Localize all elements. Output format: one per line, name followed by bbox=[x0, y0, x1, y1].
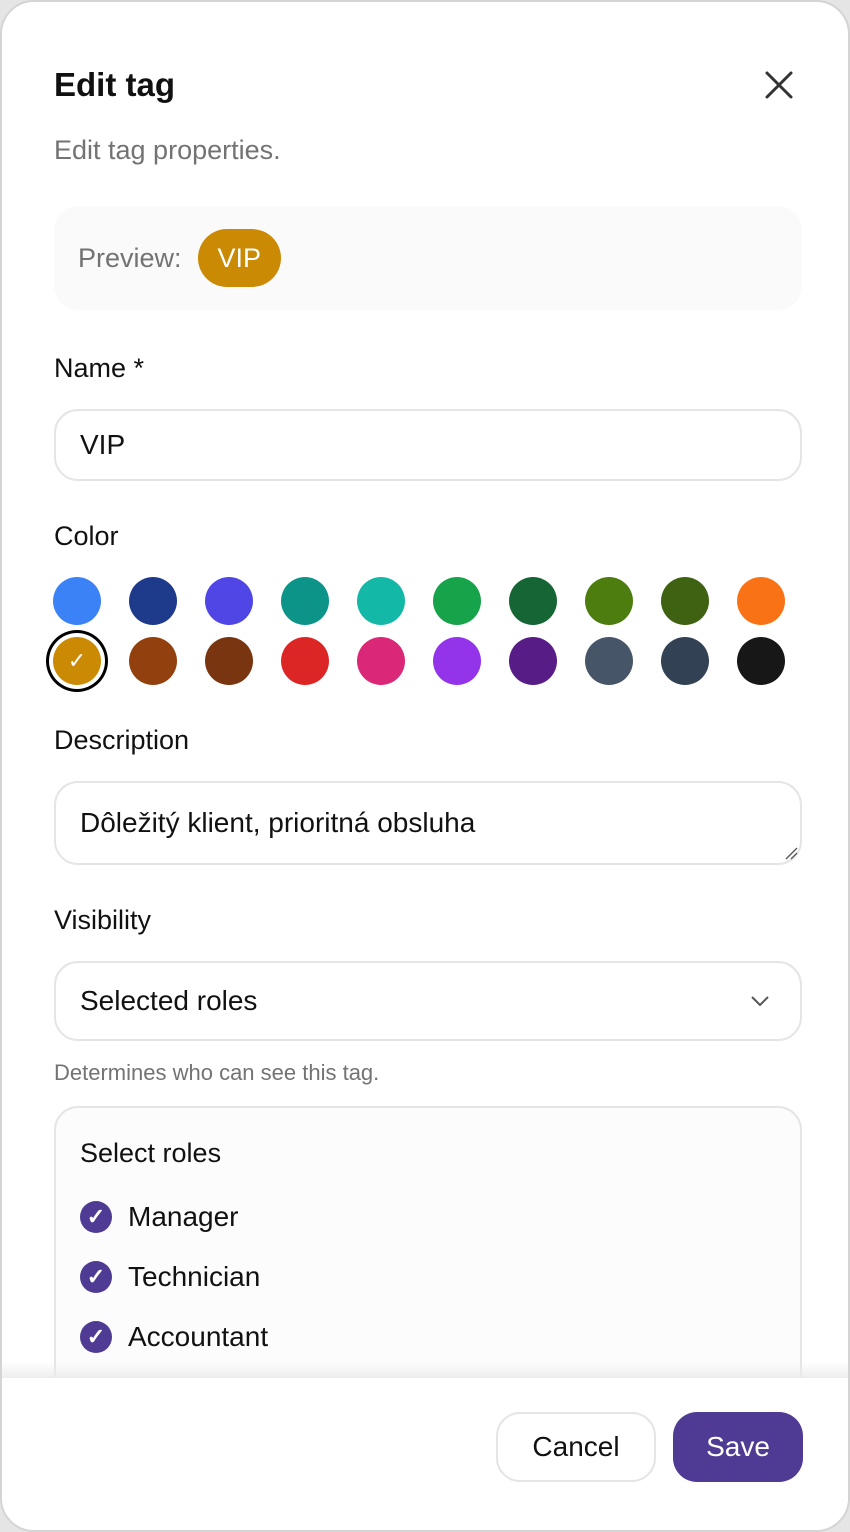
roles-title: Select roles bbox=[80, 1138, 222, 1168]
check-icon: ✓ bbox=[67, 648, 87, 673]
visibility-value: Selected roles bbox=[80, 985, 258, 1016]
color-swatch[interactable] bbox=[205, 637, 253, 685]
cancel-button[interactable]: Cancel bbox=[496, 1412, 656, 1482]
close-icon[interactable] bbox=[762, 68, 796, 102]
color-swatch[interactable] bbox=[661, 637, 709, 685]
role-label: Technician bbox=[128, 1261, 261, 1292]
save-button[interactable]: Save bbox=[673, 1412, 803, 1482]
description-label: Description bbox=[54, 725, 190, 755]
color-label: Color bbox=[54, 521, 119, 551]
name-label: Name * bbox=[54, 353, 145, 383]
color-swatch[interactable] bbox=[205, 577, 253, 625]
color-swatch[interactable] bbox=[661, 577, 709, 625]
dialog-subtitle: Edit tag properties. bbox=[54, 135, 281, 165]
preview-label: Preview: bbox=[78, 242, 182, 273]
role-checkbox-technician[interactable]: ✓ Technician bbox=[80, 1247, 776, 1307]
role-label: Accountant bbox=[128, 1321, 269, 1352]
visibility-help: Determines who can see this tag. bbox=[54, 1060, 380, 1085]
role-checkbox-manager[interactable]: ✓ Manager bbox=[80, 1187, 776, 1247]
color-swatch[interactable] bbox=[281, 577, 329, 625]
visibility-select[interactable]: Selected roles bbox=[54, 961, 802, 1041]
name-input[interactable]: VIP bbox=[54, 409, 802, 481]
color-swatch[interactable] bbox=[433, 577, 481, 625]
role-label: Manager bbox=[128, 1201, 239, 1232]
color-swatches: ✓ bbox=[53, 577, 785, 685]
tag-preview-chip: VIP bbox=[197, 229, 282, 287]
color-swatch[interactable] bbox=[509, 577, 557, 625]
description-textarea[interactable]: Dôležitý klient, prioritná obsluha bbox=[54, 781, 802, 865]
color-swatch[interactable] bbox=[737, 577, 785, 625]
preview-box: Preview: VIP bbox=[54, 206, 802, 310]
color-swatch[interactable] bbox=[281, 637, 329, 685]
color-swatch[interactable] bbox=[585, 577, 633, 625]
visibility-label: Visibility bbox=[54, 905, 152, 935]
checkbox-checked-icon: ✓ bbox=[80, 1321, 112, 1353]
resize-handle-icon[interactable] bbox=[784, 846, 798, 860]
checkbox-checked-icon: ✓ bbox=[80, 1201, 112, 1233]
color-swatch[interactable] bbox=[129, 577, 177, 625]
color-swatch[interactable] bbox=[53, 577, 101, 625]
color-swatch[interactable] bbox=[129, 637, 177, 685]
color-swatch[interactable] bbox=[585, 637, 633, 685]
color-swatch[interactable] bbox=[433, 637, 481, 685]
dialog-title: Edit tag bbox=[54, 66, 175, 103]
color-swatch[interactable] bbox=[509, 637, 557, 685]
color-swatch[interactable] bbox=[737, 637, 785, 685]
color-swatch[interactable] bbox=[357, 577, 405, 625]
role-checkbox-accountant[interactable]: ✓ Accountant bbox=[80, 1307, 776, 1367]
checkbox-checked-icon: ✓ bbox=[80, 1261, 112, 1293]
color-swatch[interactable] bbox=[357, 637, 405, 685]
chevron-down-icon bbox=[751, 996, 769, 1007]
color-swatch[interactable]: ✓ bbox=[53, 637, 101, 685]
